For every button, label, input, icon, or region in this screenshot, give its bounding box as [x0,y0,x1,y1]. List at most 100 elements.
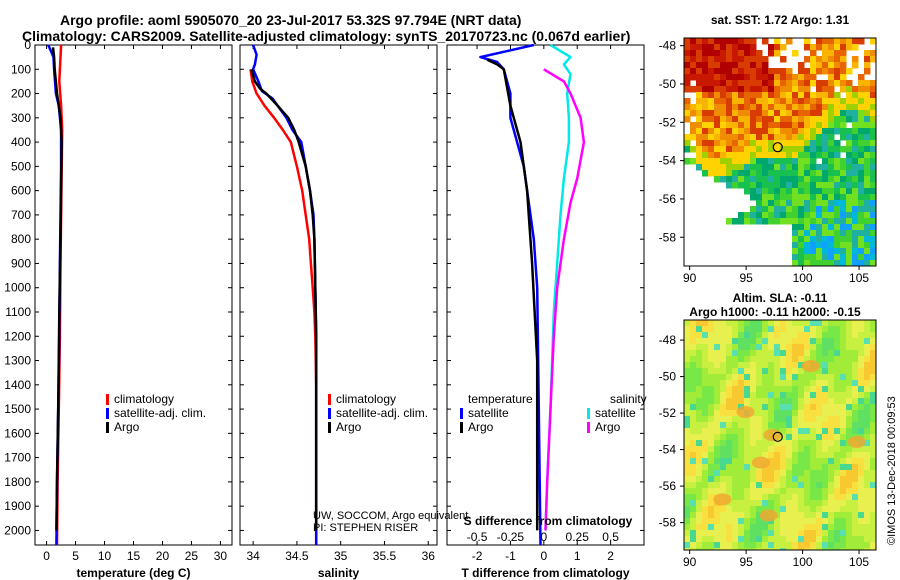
sst-cell [834,50,841,57]
sla-cell [708,362,715,369]
sla-cell [738,494,745,501]
sla-cell [714,368,721,375]
sst-cell [858,74,865,81]
sst-cell [750,38,757,45]
sst-cell [858,176,865,183]
sst-cell [738,80,745,87]
sla-cell [690,494,697,501]
sla-cell [822,374,829,381]
sst-cell [846,182,853,189]
sst-cell [780,176,787,183]
sla-cell [768,554,775,561]
sla-cell [720,410,727,417]
sla-cell [702,476,709,483]
salinity-xtick-label: 36 [422,549,436,563]
sla-cell [780,440,787,447]
sla-cell [702,452,709,459]
sla-cell [870,326,876,333]
sst-cell [732,86,739,93]
sla-cell [834,548,841,550]
sst-cell [708,170,715,177]
sla-cell [846,506,853,513]
sla-cell [690,428,697,435]
sla-cell [816,494,823,501]
sla-cell [726,428,733,435]
sst-cell [756,218,763,225]
sst-cell [726,56,733,63]
sst-cell [870,98,876,105]
sst-cell [774,98,781,105]
sst-cell [870,200,876,207]
sla-cell [714,548,721,550]
sla-cell [798,410,805,417]
sla-cell [756,470,763,477]
sst-cell [768,194,775,201]
sst-cell [846,146,853,153]
sst-cell [756,110,763,117]
sst-cell [828,128,835,135]
sla-cell [780,476,787,483]
sst-map-title: sat. SST: 1.72 Argo: 1.31 [711,13,850,27]
sst-cell [840,242,847,249]
sla-cell [702,344,709,351]
sst-cell [744,38,751,45]
sst-cell [756,134,763,141]
sla-cell [840,530,847,537]
sla-cell [858,476,865,483]
sla-cell [744,350,751,357]
difference-frame [446,44,645,546]
sla-cell [756,548,763,550]
sst-cell [684,140,691,147]
sst-cell [702,158,709,165]
difference-xtick-label: 2 [607,549,614,563]
sst-cell [726,140,733,147]
sst-cell [702,134,709,141]
sst-cell [732,158,739,165]
sla-cell [696,374,703,381]
legend-label: satellite [595,406,636,420]
sst-cell [864,80,871,87]
sla-cell [816,500,823,507]
sst-cell [798,164,805,171]
sla-cell [828,452,835,459]
sla-cell [702,428,709,435]
sla-cell [846,350,853,357]
sla-cell [726,362,733,369]
sst-cell [798,158,805,165]
sla-cell [792,428,799,435]
sla-cell [720,332,727,339]
sla-cell [708,488,715,495]
sst-cell [732,110,739,117]
sla-cell [846,422,853,429]
sst-cell [864,110,871,117]
sst-cell [810,224,817,231]
sla-cell [726,542,733,549]
sst-cell [822,128,829,135]
sla-cell [810,350,817,357]
sst-cell [684,104,691,111]
sla-cell [786,422,793,429]
sla-cell [714,338,721,345]
sla-cell [852,374,859,381]
sla-cell [774,524,781,531]
sla-cell [708,482,715,489]
depth-tick-label: 1300 [4,354,31,368]
sla-cell [798,422,805,429]
sla-cell [792,482,799,489]
sla-cell [864,452,871,459]
sla-cell [852,470,859,477]
sst-cell [852,206,859,213]
sla-cell [840,404,847,411]
sst-cell [852,116,859,123]
sla-cell [810,446,817,453]
sla-cell [762,452,769,459]
sst-cell [828,38,835,45]
sla-cell [774,374,781,381]
sla-cell [858,512,865,519]
sst-cell [708,164,715,171]
sst-cell [816,254,823,261]
sst-cell [690,56,697,63]
sst-cell [810,242,817,249]
sst-cell [828,206,835,213]
sst-cell [840,236,847,243]
